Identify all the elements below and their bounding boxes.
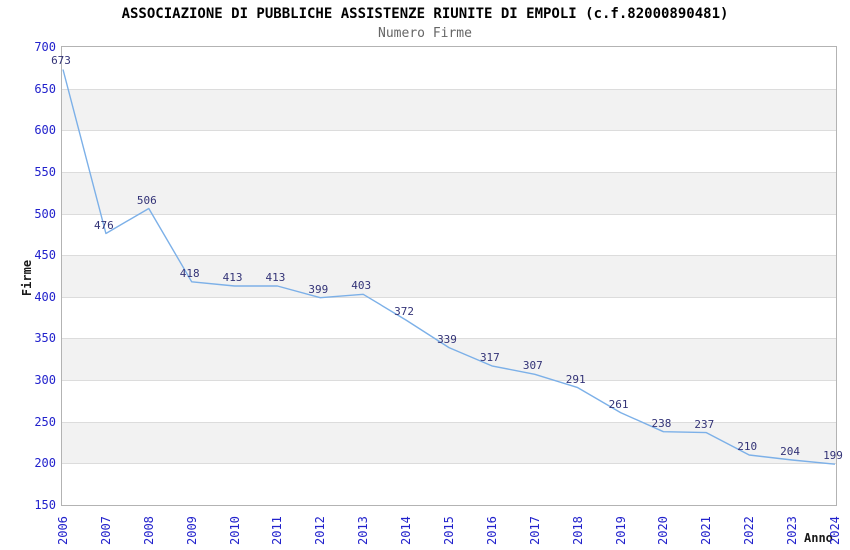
grid-band: [62, 255, 836, 297]
x-tick-label: 2021: [699, 516, 714, 545]
point-label: 418: [179, 266, 200, 280]
y-tick-label: 350: [34, 331, 56, 346]
x-tick-label: 2007: [98, 516, 113, 545]
x-tick-label: 2022: [742, 516, 757, 545]
point-label: 317: [479, 350, 500, 364]
gridline: [62, 214, 836, 215]
point-label: 506: [136, 193, 157, 207]
y-tick-label: 500: [34, 206, 56, 221]
point-label: 291: [565, 372, 586, 386]
point-label: 339: [437, 332, 457, 346]
x-tick-label: 2006: [56, 516, 70, 545]
gridline: [62, 89, 836, 90]
point-label: 403: [351, 279, 372, 293]
gridline: [62, 422, 836, 423]
point-label: 237: [694, 417, 715, 431]
x-tick-label: 2024: [828, 516, 842, 545]
point-label: 210: [737, 440, 758, 454]
point-label: 307: [522, 359, 543, 373]
x-tick-label: 2017: [527, 516, 542, 545]
x-tick-label: 2009: [184, 516, 199, 545]
grid-band: [62, 88, 836, 131]
line-series-svg: [62, 69, 836, 465]
y-tick-label: 550: [34, 164, 56, 179]
y-tick-label: 250: [34, 414, 56, 429]
chart-subtitle: Numero Firme: [378, 26, 472, 41]
y-tick-label: 200: [34, 456, 56, 471]
point-label: 413: [222, 270, 243, 284]
gridline: [62, 255, 836, 256]
plot-area: [61, 46, 837, 506]
point-label: 372: [394, 305, 415, 319]
point-label: 204: [780, 445, 801, 459]
point-label: 673: [51, 54, 71, 68]
grid-band: [62, 171, 836, 214]
point-label: 413: [265, 270, 286, 284]
x-tick-label: 2019: [613, 516, 628, 545]
gridline: [62, 130, 836, 131]
point-label: 238: [651, 416, 672, 430]
x-tick-label: 2015: [442, 516, 456, 545]
gridline: [62, 172, 836, 173]
y-tick-label: 600: [34, 123, 56, 138]
gridline: [62, 380, 836, 381]
y-tick-label: 400: [34, 289, 56, 304]
x-axis-title: Anno: [804, 531, 833, 545]
gridline: [62, 297, 836, 298]
point-label: 199: [823, 449, 843, 463]
x-tick-label: 2011: [270, 516, 285, 545]
x-tick-label: 2013: [356, 516, 371, 545]
x-tick-label: 2010: [227, 516, 242, 545]
x-tick-label: 2014: [399, 516, 414, 545]
grid-band: [62, 421, 836, 464]
x-tick-label: 2020: [656, 516, 671, 545]
chart-title: ASSOCIAZIONE DI PUBBLICHE ASSISTENZE RIU…: [121, 6, 729, 22]
y-tick-label: 700: [34, 40, 56, 54]
x-tick-label: 2008: [141, 516, 156, 545]
y-tick-label: 300: [34, 373, 56, 388]
x-tick-label: 2012: [313, 516, 328, 545]
gridline: [62, 338, 836, 339]
y-tick-label: 650: [34, 81, 56, 96]
y-tick-label: 150: [34, 498, 56, 512]
gridline: [62, 463, 836, 464]
grid-band: [62, 338, 836, 381]
data-line: [62, 69, 836, 465]
x-tick-label: 2016: [484, 516, 499, 545]
point-label: 476: [93, 218, 114, 232]
point-label: 261: [608, 397, 629, 411]
x-tick-label: 2023: [785, 516, 800, 545]
x-tick-label: 2018: [570, 516, 585, 545]
point-label: 399: [308, 282, 329, 296]
y-tick-label: 450: [34, 248, 56, 263]
